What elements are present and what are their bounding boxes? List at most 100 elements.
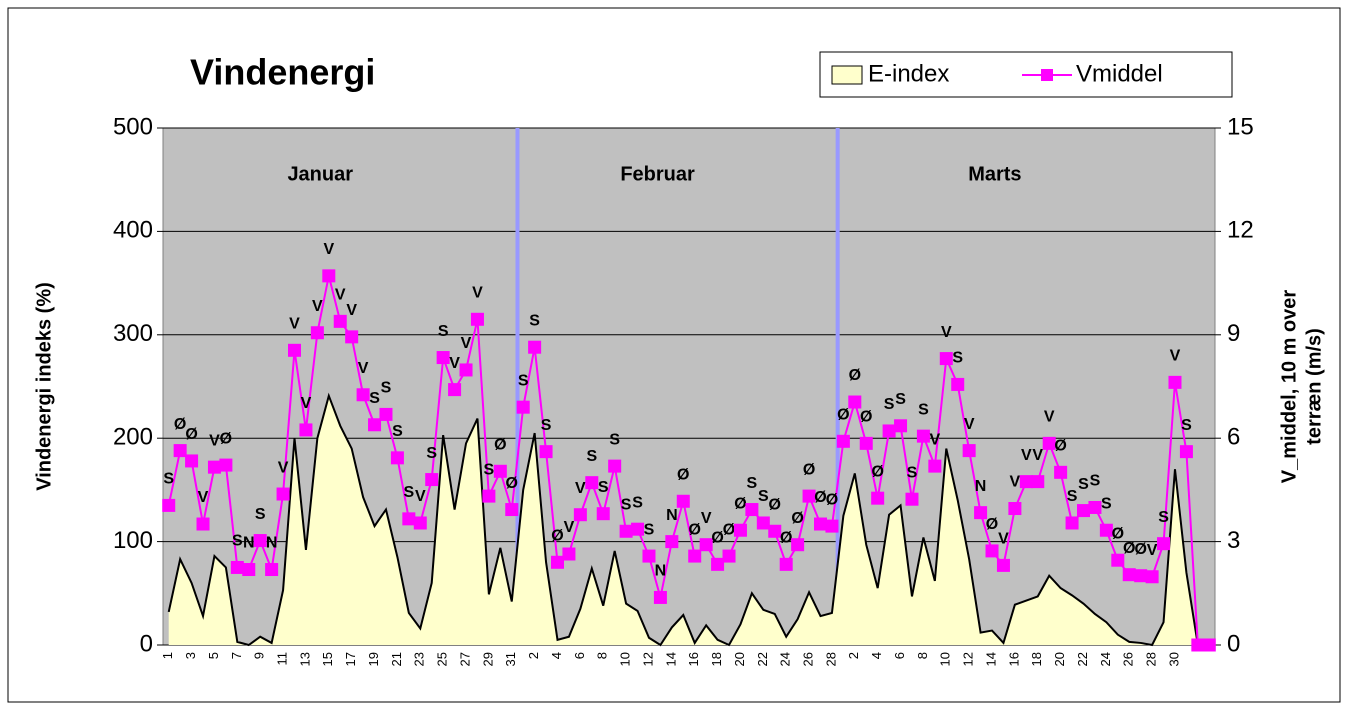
- point-marker: [1191, 638, 1205, 652]
- point-label: S: [163, 471, 174, 488]
- legend-label: E-index: [868, 60, 949, 87]
- point-marker: [402, 512, 416, 526]
- point-label: V: [564, 519, 575, 536]
- point-label: S: [518, 372, 529, 389]
- point-label: Ø: [1112, 525, 1124, 542]
- point-label: Ø: [551, 527, 563, 544]
- y-tick-label: 100: [113, 527, 153, 554]
- x-tick-label: 5: [206, 652, 221, 659]
- y-tick-label: 500: [113, 113, 153, 140]
- point-label: S: [484, 461, 495, 478]
- x-tick-label: 27: [457, 652, 472, 666]
- point-marker: [573, 508, 587, 522]
- x-tick-label: 20: [1052, 652, 1067, 666]
- x-tick-label: 26: [801, 652, 816, 666]
- point-marker: [779, 557, 793, 571]
- legend-marker: [1041, 69, 1053, 81]
- point-marker: [985, 544, 999, 558]
- point-marker: [436, 351, 450, 365]
- point-label: V: [312, 298, 323, 315]
- x-tick-label: 2: [846, 652, 861, 659]
- point-marker: [665, 535, 679, 549]
- point-label: V: [198, 489, 209, 506]
- x-tick-label: 15: [320, 652, 335, 666]
- x-tick-label: 1: [160, 652, 175, 659]
- point-label: Ø: [688, 521, 700, 538]
- point-marker: [802, 489, 816, 503]
- point-marker: [962, 444, 976, 458]
- point-marker: [768, 524, 782, 538]
- point-label: V: [209, 432, 220, 449]
- point-marker: [288, 343, 301, 357]
- point-marker: [653, 590, 667, 604]
- point-marker: [928, 459, 942, 473]
- point-label: V: [1044, 409, 1055, 426]
- point-marker: [1168, 375, 1182, 389]
- y2-axis-label: V_middel, 10 m over: [1278, 290, 1300, 484]
- x-tick-label: 3: [183, 652, 198, 659]
- x-tick-label: 8: [915, 652, 930, 659]
- x-tick-label: 12: [961, 652, 976, 666]
- x-tick-label: 14: [663, 652, 678, 666]
- point-label: S: [1078, 476, 1089, 493]
- point-label: S: [232, 533, 243, 550]
- x-tick-label: 7: [229, 652, 244, 659]
- x-tick-label: 21: [389, 652, 404, 666]
- x-tick-label: 8: [595, 652, 610, 659]
- y2-tick-label: 12: [1227, 217, 1254, 244]
- area-line: [167, 392, 1199, 647]
- point-label: Ø: [769, 496, 781, 513]
- point-marker: [1008, 502, 1022, 516]
- x-tick-label: 14: [983, 652, 998, 666]
- x-tick-label: 23: [412, 652, 427, 666]
- point-label: S: [952, 350, 963, 367]
- point-marker: [459, 363, 473, 377]
- point-label: S: [758, 488, 769, 505]
- point-label: S: [426, 445, 437, 462]
- month-label: Marts: [968, 163, 1021, 185]
- point-marker: [596, 507, 610, 521]
- point-marker: [642, 549, 656, 563]
- point-marker: [905, 492, 919, 506]
- y2-tick-label: 9: [1227, 320, 1240, 347]
- y2-tick-label: 15: [1227, 113, 1254, 140]
- point-marker: [848, 395, 862, 409]
- point-label: S: [1090, 473, 1101, 490]
- point-label: S: [621, 496, 632, 513]
- point-label: V: [278, 459, 289, 476]
- point-label: N: [655, 563, 667, 580]
- point-label: Ø: [494, 437, 506, 454]
- point-label: Ø: [860, 409, 872, 426]
- point-marker: [219, 458, 233, 472]
- point-marker: [413, 516, 427, 530]
- y2-axis-label: terræn (m/s): [1303, 328, 1325, 445]
- point-label: S: [609, 431, 620, 448]
- point-label: S: [586, 448, 597, 465]
- point-marker: [368, 418, 382, 432]
- point-marker: [390, 451, 404, 465]
- point-label: S: [918, 401, 929, 418]
- x-tick-label: 12: [640, 652, 655, 666]
- x-tick-label: 4: [549, 652, 564, 659]
- point-marker: [505, 503, 519, 517]
- point-label: V: [1147, 542, 1158, 559]
- point-marker: [482, 489, 496, 503]
- point-label: S: [529, 312, 540, 329]
- point-label: S: [598, 479, 609, 496]
- point-label: V: [964, 416, 975, 433]
- point-marker: [1065, 516, 1079, 530]
- point-marker: [356, 388, 370, 402]
- point-label: Ø: [803, 461, 815, 478]
- x-tick-label: 19: [366, 652, 381, 666]
- point-marker: [185, 454, 199, 468]
- point-marker: [608, 459, 622, 473]
- point-marker: [951, 377, 965, 391]
- point-label: V: [701, 510, 712, 527]
- point-marker: [1031, 475, 1045, 489]
- point-label: Ø: [711, 530, 723, 547]
- point-marker: [425, 473, 439, 487]
- point-marker: [242, 563, 256, 577]
- point-marker: [539, 445, 553, 459]
- point-marker: [1111, 553, 1125, 567]
- point-marker: [882, 424, 896, 438]
